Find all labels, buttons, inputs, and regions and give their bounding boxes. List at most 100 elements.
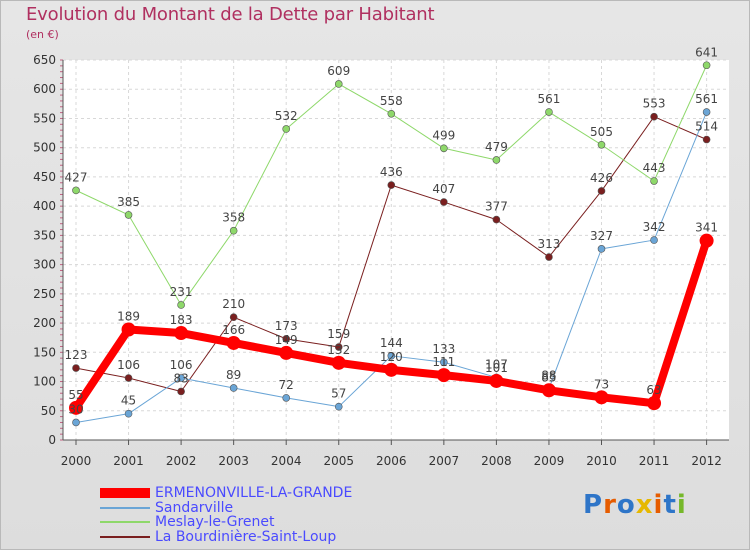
data-label: 553 (643, 97, 666, 111)
data-label: 132 (327, 343, 350, 357)
data-label: 231 (170, 285, 193, 299)
data-point (334, 80, 343, 88)
x-tick-label: 2010 (586, 454, 617, 468)
data-point (650, 112, 658, 121)
data-label: 85 (541, 370, 556, 384)
data-label: 45 (121, 394, 136, 408)
data-label: 210 (222, 297, 245, 311)
data-point (334, 402, 343, 411)
x-tick-label: 2006 (376, 454, 407, 468)
data-point (177, 301, 185, 309)
data-label: 133 (432, 342, 455, 356)
y-tick-label: 350 (33, 228, 56, 242)
data-point (72, 418, 80, 427)
data-point (282, 394, 291, 402)
data-label: 106 (170, 358, 193, 372)
data-label: 144 (380, 336, 403, 350)
data-point (545, 253, 553, 261)
x-tick-label: 2004 (271, 454, 302, 468)
y-tick-label: 300 (33, 258, 56, 272)
legend-label: Meslay-le-Grenet (155, 514, 275, 530)
data-point (440, 198, 448, 206)
y-tick-label: 650 (33, 53, 56, 67)
data-label: 107 (485, 357, 508, 371)
logo-letter: x (635, 490, 654, 520)
data-label: 341 (695, 221, 718, 235)
chart-unit: (en €) (26, 28, 59, 41)
legend-swatch (100, 521, 150, 523)
logo-letter: P (583, 490, 604, 520)
data-point (121, 322, 136, 337)
x-tick-label: 2008 (481, 454, 512, 468)
data-label: 609 (327, 64, 350, 78)
data-point (650, 236, 658, 244)
data-point (229, 313, 238, 322)
data-point (282, 125, 291, 133)
data-label: 641 (695, 45, 718, 59)
data-label: 173 (275, 319, 298, 333)
axes: 0 50 100 150 200 250 300 350 400 450 500 550 600 650 2… (33, 53, 729, 468)
data-label: 532 (275, 109, 298, 123)
data-label: 106 (117, 358, 140, 372)
data-point (387, 181, 396, 189)
data-point (334, 343, 343, 351)
data-point (440, 144, 448, 153)
data-label: 123 (65, 348, 88, 362)
legend-label: ERMENONVILLE-LA-GRANDE (155, 485, 353, 501)
data-point (699, 233, 714, 248)
data-label: 73 (594, 377, 609, 391)
logo-letter: i (653, 490, 664, 520)
data-point (72, 186, 80, 195)
data-label: 377 (485, 200, 508, 214)
series-3 (72, 112, 711, 396)
plot-area (63, 60, 729, 440)
data-point (387, 352, 396, 360)
logo-letter: o (616, 490, 636, 520)
data-point (72, 364, 80, 372)
data-point (174, 326, 189, 341)
data-point (440, 358, 448, 367)
data-point (279, 345, 294, 360)
series-1 (72, 108, 711, 427)
data-label: 159 (327, 327, 350, 341)
legend-label: La Bourdinière-Saint-Loup (155, 529, 337, 545)
series-0 (69, 233, 714, 415)
data-label: 561 (695, 92, 718, 106)
data-point (384, 362, 399, 377)
data-point (489, 373, 504, 388)
data-point (282, 335, 291, 343)
data-label: 189 (117, 310, 140, 324)
data-label: 149 (275, 333, 298, 347)
data-label: 407 (432, 182, 455, 196)
data-point (124, 211, 133, 219)
data-point (650, 177, 658, 185)
data-point (229, 384, 238, 392)
data-label: 30 (68, 402, 83, 416)
logo-letter: i (676, 490, 687, 520)
data-label: 358 (222, 211, 245, 225)
data-point (702, 135, 711, 144)
legend-swatch (100, 536, 150, 538)
data-label: 72 (279, 378, 294, 392)
data-label: 89 (226, 368, 241, 382)
data-label: 385 (117, 195, 140, 209)
data-label: 63 (646, 383, 661, 397)
data-point (124, 374, 133, 382)
y-tick-label: 500 (33, 141, 56, 155)
data-label: 558 (380, 94, 403, 108)
x-tick-label: 2000 (61, 454, 92, 468)
data-label: 436 (380, 165, 403, 179)
series-layer: 1231068321017315943640737731342655351442… (65, 45, 718, 427)
legend-label: Sandarville (155, 500, 234, 516)
data-point (597, 140, 606, 149)
data-label: 327 (590, 229, 613, 243)
legend-swatch (100, 488, 150, 498)
data-point (226, 335, 241, 350)
y-tick-label: 400 (33, 199, 56, 213)
x-tick-label: 2003 (218, 454, 249, 468)
x-tick-label: 2007 (429, 454, 460, 468)
y-tick-label: 450 (33, 170, 56, 184)
x-tick-label: 2011 (639, 454, 670, 468)
data-point (124, 409, 133, 418)
data-point (702, 108, 711, 116)
